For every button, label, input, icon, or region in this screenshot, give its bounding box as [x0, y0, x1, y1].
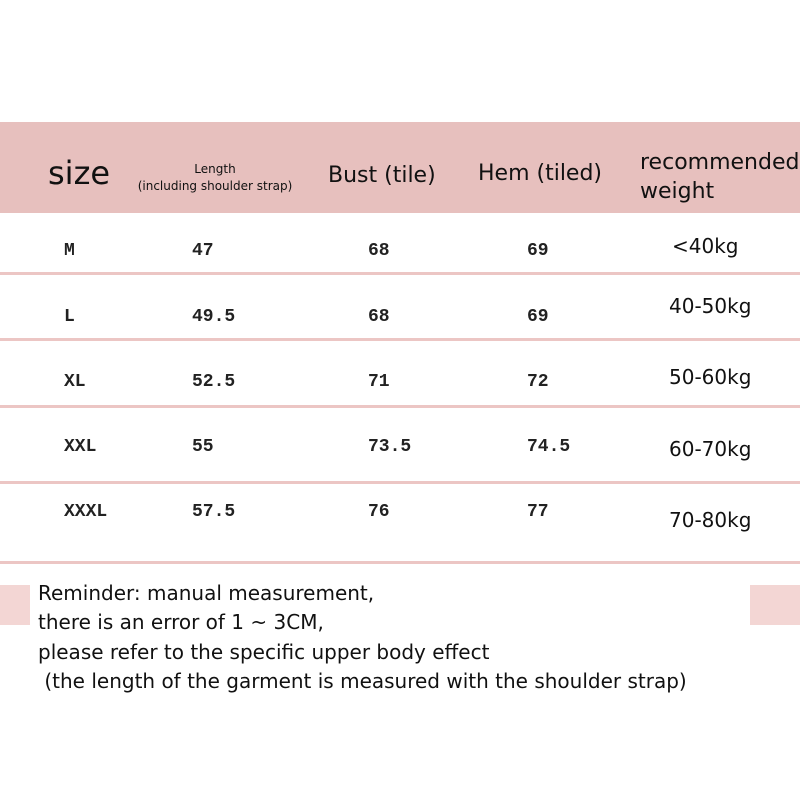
- weight-cell: 40-50kg: [669, 294, 752, 318]
- pink-box: [0, 585, 30, 625]
- row-separator: [0, 405, 800, 408]
- length-cell: 52.5: [192, 372, 236, 392]
- reminder-line: (the length of the garment is measured w…: [38, 668, 687, 693]
- length-cell: 47: [192, 241, 214, 261]
- header-bust: Bust (tile): [328, 163, 436, 188]
- weight-cell: <40kg: [672, 234, 739, 258]
- header-length-note: (including shoulder strap): [137, 179, 293, 193]
- header-length: Length: [194, 162, 236, 176]
- bust-cell: 68: [368, 307, 390, 327]
- size-cell: L: [64, 307, 75, 327]
- bust-cell: 71: [368, 372, 390, 392]
- length-cell: 55: [192, 437, 214, 457]
- size-cell: M: [64, 241, 75, 261]
- pink-box: [750, 585, 800, 625]
- bust-cell: 68: [368, 241, 390, 261]
- reminder-line: please refer to the specific upper body …: [38, 639, 490, 664]
- header-weight: weight: [640, 179, 715, 204]
- reminder-line: Reminder: manual measurement,: [38, 581, 375, 605]
- row-separator: [0, 561, 800, 564]
- weight-cell: 50-60kg: [669, 365, 752, 389]
- row-separator: [0, 272, 800, 275]
- size-cell: XL: [64, 372, 86, 392]
- size-cell: XXXL: [64, 502, 108, 522]
- size-cell: XXL: [64, 437, 97, 457]
- header-weight: recommended: [640, 150, 800, 175]
- hem-cell: 69: [527, 241, 549, 261]
- bust-cell: 76: [368, 502, 390, 522]
- hem-cell: 77: [527, 502, 549, 522]
- weight-cell: 60-70kg: [669, 437, 752, 461]
- hem-cell: 72: [527, 372, 549, 392]
- hem-cell: 74.5: [527, 437, 571, 457]
- bust-cell: 73.5: [368, 437, 412, 457]
- header-hem: Hem (tiled): [478, 161, 603, 186]
- row-separator: [0, 481, 800, 484]
- hem-cell: 69: [527, 307, 549, 327]
- header-size: size: [48, 154, 111, 192]
- header-band: [0, 122, 800, 213]
- row-separator: [0, 338, 800, 341]
- length-cell: 57.5: [192, 502, 236, 522]
- length-cell: 49.5: [192, 307, 236, 327]
- reminder-line: there is an error of 1 ~ 3CM,: [38, 610, 324, 635]
- weight-cell: 70-80kg: [669, 508, 752, 532]
